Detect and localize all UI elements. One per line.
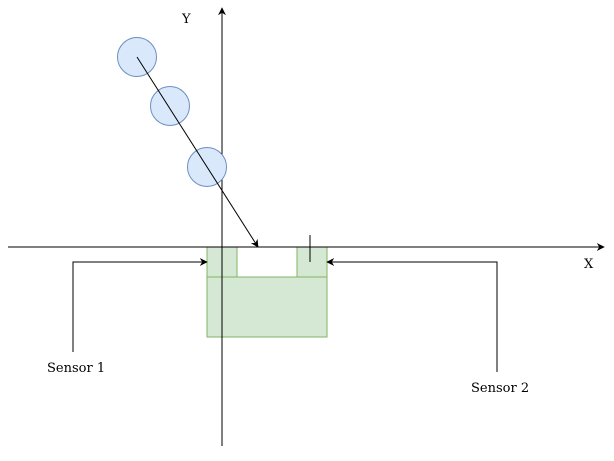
- u-block-right-prong: [296, 246, 328, 278]
- sensor-1-connector: [72, 258, 208, 352]
- u-block: [206, 246, 328, 338]
- sensor-2-connector: [326, 258, 498, 372]
- trajectory-arrow: [136, 56, 259, 248]
- u-block-base: [206, 276, 328, 338]
- y-axis-label: Y: [181, 12, 191, 27]
- ball: [150, 86, 190, 126]
- x-axis-label: X: [584, 257, 594, 272]
- sensor-1-label: Sensor 1: [47, 361, 105, 376]
- sensor-2-label: Sensor 2: [471, 381, 529, 396]
